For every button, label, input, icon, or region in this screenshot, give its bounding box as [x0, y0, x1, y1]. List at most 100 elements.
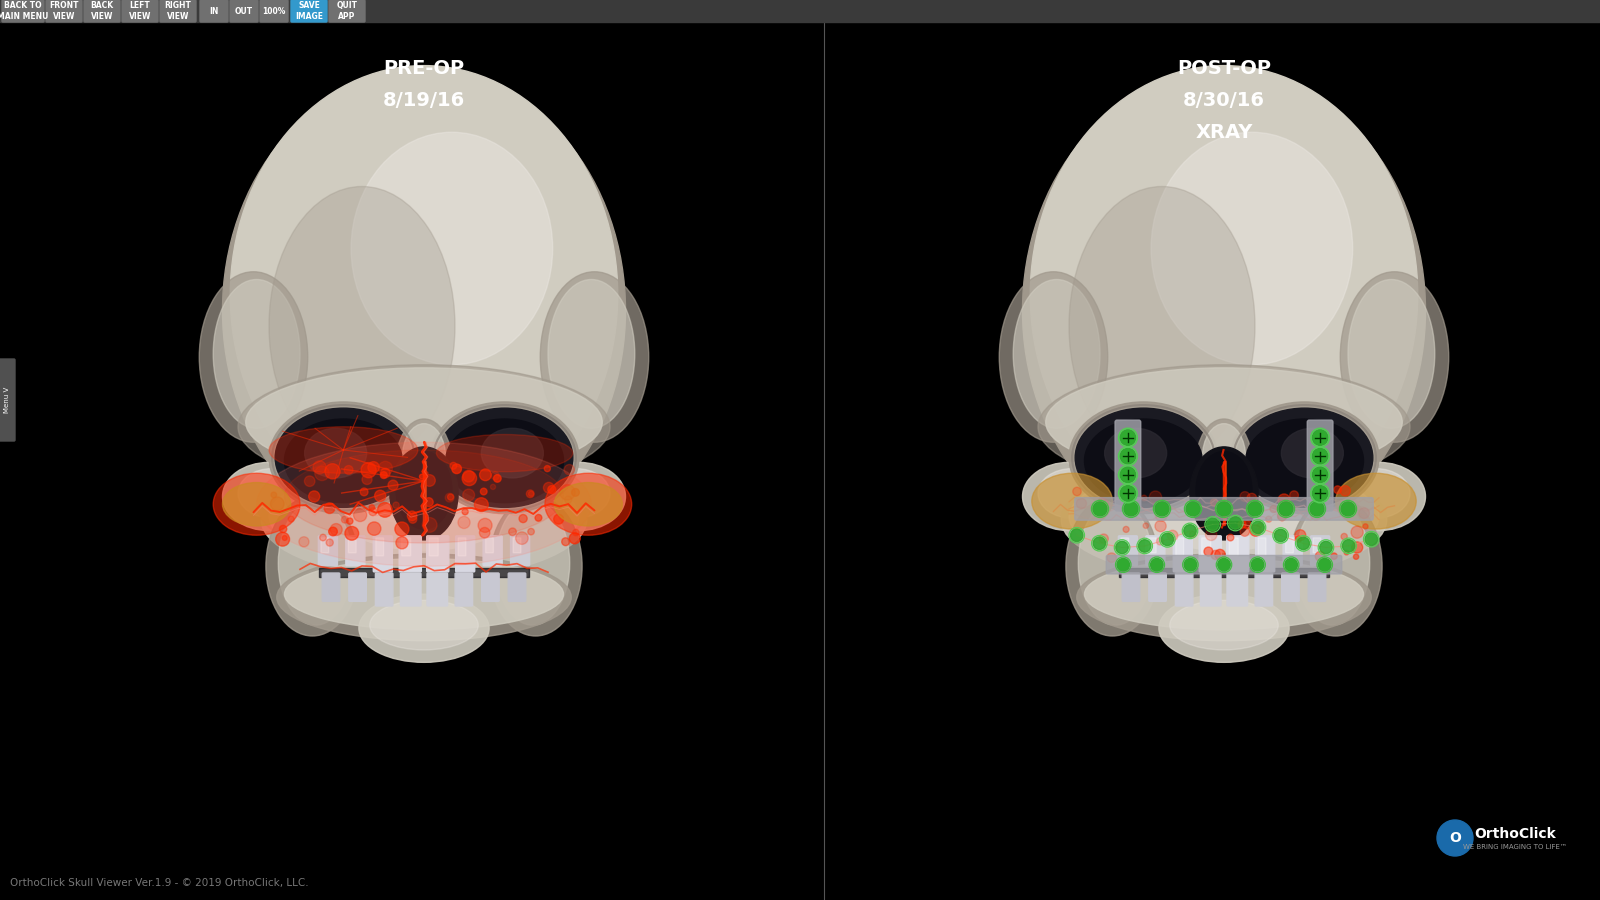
Text: Menu V: Menu V	[3, 387, 10, 413]
Circle shape	[462, 489, 475, 501]
FancyBboxPatch shape	[1254, 573, 1272, 606]
FancyBboxPatch shape	[1307, 420, 1333, 511]
Circle shape	[1149, 491, 1162, 503]
FancyBboxPatch shape	[1227, 536, 1250, 572]
Ellipse shape	[285, 419, 402, 503]
FancyBboxPatch shape	[1122, 538, 1128, 553]
FancyBboxPatch shape	[427, 573, 448, 606]
Ellipse shape	[1150, 132, 1352, 364]
Text: RIGHT
VIEW: RIGHT VIEW	[165, 1, 192, 21]
Ellipse shape	[370, 600, 478, 650]
FancyBboxPatch shape	[1286, 538, 1293, 553]
FancyBboxPatch shape	[1314, 538, 1322, 553]
Circle shape	[314, 461, 326, 474]
Circle shape	[1250, 525, 1261, 536]
Text: 100%: 100%	[262, 6, 286, 15]
Ellipse shape	[546, 473, 632, 536]
Circle shape	[570, 533, 581, 544]
Ellipse shape	[266, 497, 358, 636]
Circle shape	[374, 491, 386, 501]
Ellipse shape	[1230, 402, 1379, 514]
FancyBboxPatch shape	[1118, 536, 1138, 566]
Text: O: O	[1450, 831, 1461, 845]
Ellipse shape	[1061, 461, 1387, 579]
Ellipse shape	[402, 424, 446, 491]
FancyBboxPatch shape	[1106, 555, 1342, 574]
Ellipse shape	[397, 452, 451, 529]
FancyBboxPatch shape	[1149, 538, 1157, 553]
Circle shape	[1350, 526, 1363, 538]
Ellipse shape	[1197, 452, 1251, 529]
Circle shape	[554, 514, 563, 524]
Circle shape	[1354, 554, 1358, 559]
Circle shape	[1341, 534, 1347, 540]
Ellipse shape	[1078, 501, 1152, 626]
Circle shape	[325, 464, 341, 479]
Circle shape	[315, 466, 330, 481]
Circle shape	[344, 465, 354, 474]
FancyBboxPatch shape	[349, 573, 366, 601]
Ellipse shape	[1066, 497, 1158, 636]
Ellipse shape	[1069, 465, 1379, 568]
Circle shape	[1344, 550, 1349, 555]
Circle shape	[1318, 559, 1331, 571]
Ellipse shape	[1046, 368, 1402, 476]
Circle shape	[1320, 541, 1333, 554]
Ellipse shape	[1085, 419, 1202, 503]
Circle shape	[1229, 517, 1242, 529]
Circle shape	[1150, 559, 1163, 571]
Ellipse shape	[269, 427, 418, 473]
FancyBboxPatch shape	[482, 573, 499, 601]
Circle shape	[1296, 536, 1302, 542]
FancyBboxPatch shape	[1202, 538, 1211, 556]
Circle shape	[368, 462, 379, 473]
Circle shape	[493, 474, 501, 482]
Ellipse shape	[256, 442, 592, 566]
Ellipse shape	[1237, 409, 1373, 508]
Ellipse shape	[437, 409, 573, 508]
FancyBboxPatch shape	[1146, 536, 1165, 566]
Circle shape	[346, 526, 358, 540]
Circle shape	[544, 482, 554, 493]
Circle shape	[1270, 506, 1277, 513]
Circle shape	[424, 474, 435, 486]
FancyBboxPatch shape	[318, 536, 338, 566]
Circle shape	[462, 471, 475, 482]
Ellipse shape	[1336, 473, 1416, 529]
FancyBboxPatch shape	[1256, 536, 1275, 572]
Text: BACK
VIEW: BACK VIEW	[91, 1, 114, 21]
Circle shape	[1098, 498, 1106, 505]
FancyBboxPatch shape	[1118, 568, 1330, 577]
Ellipse shape	[1013, 280, 1101, 428]
Ellipse shape	[446, 419, 563, 503]
Circle shape	[328, 527, 338, 536]
Circle shape	[408, 511, 418, 520]
Circle shape	[1243, 520, 1251, 528]
Circle shape	[1238, 520, 1246, 528]
Text: SAVE
IMAGE: SAVE IMAGE	[294, 1, 323, 21]
Circle shape	[394, 502, 400, 508]
FancyBboxPatch shape	[322, 538, 328, 553]
Text: BACK TO
MAIN MENU: BACK TO MAIN MENU	[0, 1, 48, 21]
Circle shape	[1120, 448, 1136, 464]
Circle shape	[1099, 534, 1109, 544]
FancyBboxPatch shape	[373, 536, 392, 572]
Ellipse shape	[222, 463, 315, 531]
Circle shape	[1214, 549, 1226, 560]
Circle shape	[1248, 502, 1262, 516]
FancyBboxPatch shape	[230, 0, 258, 22]
FancyBboxPatch shape	[429, 538, 438, 556]
Circle shape	[1277, 511, 1286, 521]
Circle shape	[1365, 533, 1378, 545]
FancyBboxPatch shape	[0, 0, 1600, 22]
Circle shape	[304, 476, 315, 487]
Ellipse shape	[278, 501, 352, 626]
FancyBboxPatch shape	[1198, 536, 1221, 572]
Text: OUT: OUT	[235, 6, 253, 15]
Ellipse shape	[490, 497, 582, 636]
Text: LEFT
VIEW: LEFT VIEW	[130, 1, 150, 21]
Circle shape	[1278, 502, 1293, 516]
Circle shape	[381, 472, 387, 479]
FancyBboxPatch shape	[1200, 573, 1221, 606]
Ellipse shape	[541, 272, 648, 442]
